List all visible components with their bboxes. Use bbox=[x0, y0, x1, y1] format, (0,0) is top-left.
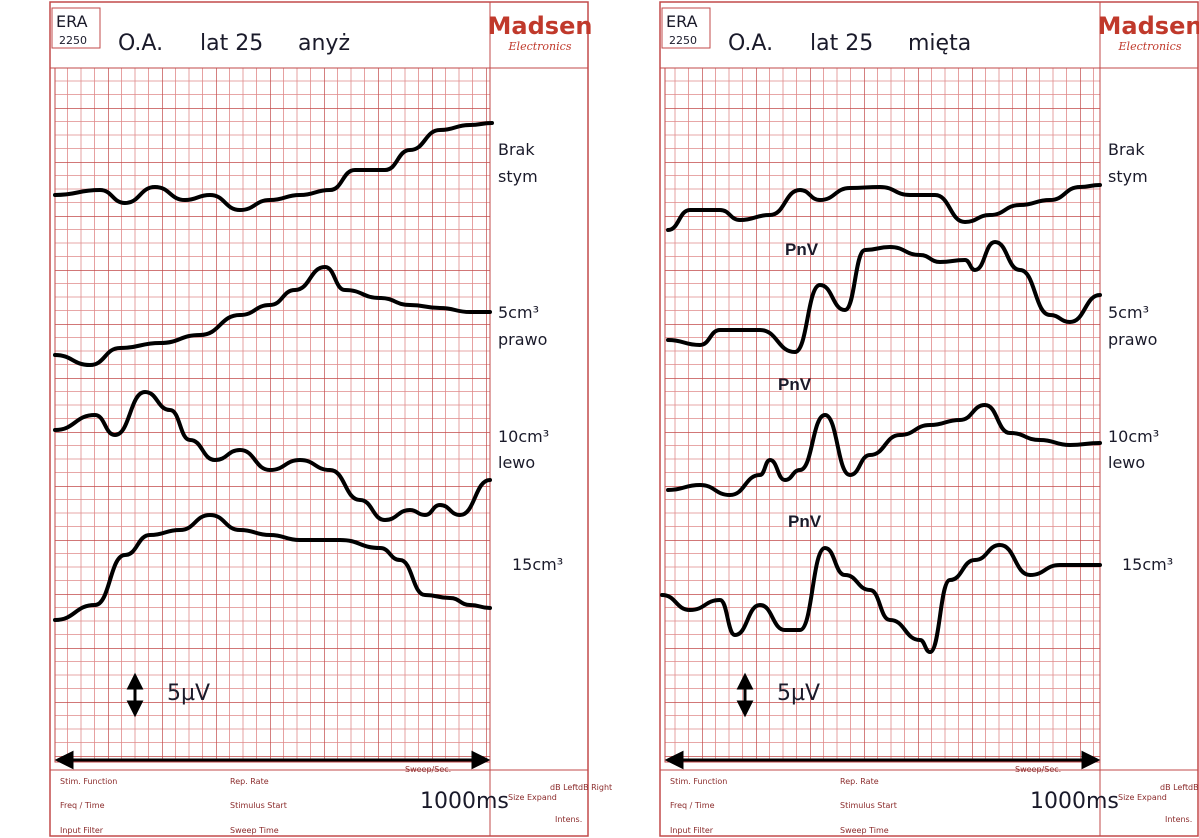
time-label: 1000ms bbox=[1030, 789, 1119, 814]
trace-label: lewo bbox=[1108, 453, 1145, 472]
trace-label: 15cm³ bbox=[512, 555, 563, 574]
pnv-label: PnV bbox=[785, 240, 819, 259]
grid-area bbox=[665, 68, 1100, 762]
footer-field: Rep. Rate bbox=[230, 777, 269, 786]
trace-label: prawo bbox=[498, 330, 547, 349]
trace-label: Brak bbox=[1108, 140, 1145, 159]
footer-field: Freq / Time bbox=[60, 801, 105, 810]
footer-field: Sweep Time bbox=[230, 826, 279, 835]
footer-field: Sweep/Sec. bbox=[1015, 765, 1061, 774]
footer-field: Rep. Rate bbox=[840, 777, 879, 786]
grid-area bbox=[55, 68, 490, 762]
footer-field: Stim. Function bbox=[60, 777, 117, 786]
footer-field: Stimulus Start bbox=[840, 801, 897, 810]
footer-field: Freq / Time bbox=[670, 801, 715, 810]
footer-field: Size Expand bbox=[508, 793, 557, 802]
footer-field: Sweep Time bbox=[840, 826, 889, 835]
footer-field: dB Left bbox=[1160, 783, 1188, 792]
footer-field: Stim. Function bbox=[670, 777, 727, 786]
trace-label: 10cm³ bbox=[1108, 427, 1159, 446]
brand: Madsen bbox=[488, 12, 593, 40]
trace-label: prawo bbox=[1108, 330, 1157, 349]
device: ERA bbox=[56, 12, 88, 31]
substance: mięta bbox=[908, 31, 971, 56]
model: 2250 bbox=[59, 34, 87, 47]
scale-label: 5µV bbox=[167, 681, 210, 706]
trace-label: 15cm³ bbox=[1122, 555, 1173, 574]
age: lat 25 bbox=[200, 31, 263, 56]
footer-field: Input Filter bbox=[60, 826, 104, 835]
trace-label: stym bbox=[1108, 167, 1148, 186]
brand-sub: Electronics bbox=[508, 40, 572, 53]
patient: O.A. bbox=[118, 31, 163, 56]
footer-field: dB Right bbox=[1188, 783, 1199, 792]
footer-field: dB Right bbox=[578, 783, 612, 792]
trace-label: 5cm³ bbox=[1108, 303, 1149, 322]
pnv-label: PnV bbox=[778, 375, 812, 394]
footer-field: Input Filter bbox=[670, 826, 714, 835]
trace-label: Brak bbox=[498, 140, 535, 159]
brand: Madsen bbox=[1098, 12, 1199, 40]
footer-field: dB Left bbox=[550, 783, 578, 792]
footer-field: Size Expand bbox=[1118, 793, 1167, 802]
time-label: 1000ms bbox=[420, 789, 509, 814]
footer-field: Intens. bbox=[1165, 815, 1192, 824]
trace-label: 10cm³ bbox=[498, 427, 549, 446]
device: ERA bbox=[666, 12, 698, 31]
age: lat 25 bbox=[810, 31, 873, 56]
pnv-label: PnV bbox=[788, 512, 822, 531]
footer-field: Sweep/Sec. bbox=[405, 765, 451, 774]
scale-label: 5µV bbox=[777, 681, 820, 706]
trace-label: lewo bbox=[498, 453, 535, 472]
footer-field: Stimulus Start bbox=[230, 801, 287, 810]
substance: anyż bbox=[298, 31, 350, 56]
screenshot: ERA2250O.A.lat 25anyżMadsenElectronicsBr… bbox=[0, 0, 1199, 838]
trace-label: stym bbox=[498, 167, 538, 186]
footer-field: Intens. bbox=[555, 815, 582, 824]
patient: O.A. bbox=[728, 31, 773, 56]
trace-label: 5cm³ bbox=[498, 303, 539, 322]
model: 2250 bbox=[669, 34, 697, 47]
brand-sub: Electronics bbox=[1118, 40, 1182, 53]
